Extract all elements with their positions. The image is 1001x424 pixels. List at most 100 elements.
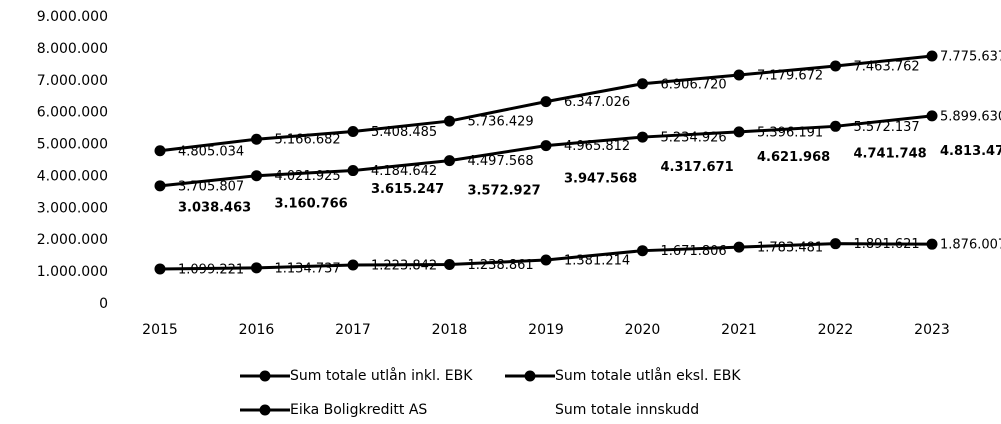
data-label: 3.160.766 (275, 197, 348, 212)
data-label: 1.671.806 (661, 244, 727, 259)
y-tick-label: 0 (99, 296, 108, 312)
data-label: 3.615.247 (371, 182, 444, 197)
y-tick-label: 8.000.000 (37, 41, 108, 57)
y-tick-label: 7.000.000 (37, 73, 108, 89)
x-tick-label: 2023 (914, 322, 950, 338)
data-point (154, 180, 166, 192)
data-point (733, 126, 745, 138)
x-tick-label: 2017 (335, 322, 371, 338)
data-point (444, 184, 455, 196)
data-point (154, 263, 166, 275)
data-point (347, 183, 359, 195)
data-point (444, 115, 455, 127)
data-label: 4.317.671 (661, 160, 734, 175)
data-point (540, 140, 552, 152)
data-point (251, 133, 262, 145)
y-tick-label: 9.000.000 (37, 9, 108, 25)
data-point (444, 258, 455, 270)
legend-label: Sum totale innskudd (555, 402, 699, 418)
data-label: 4.497.568 (468, 154, 534, 169)
data-point (637, 245, 648, 257)
data-label: 6.906.720 (661, 77, 727, 92)
data-label: 5.396.191 (757, 125, 823, 140)
x-tick-label: 2016 (239, 322, 275, 338)
legend-label: Eika Boligkreditt AS (290, 402, 427, 418)
data-label: 1.099.221 (178, 262, 244, 277)
data-point (926, 238, 938, 250)
data-point (637, 131, 648, 143)
data-point (637, 160, 648, 172)
y-tick-label: 1.000.000 (37, 264, 108, 280)
data-label: 7.775.637 (940, 50, 1001, 65)
data-point (251, 197, 262, 209)
data-point (926, 145, 938, 157)
data-label: 4.813.476 (940, 144, 1001, 159)
y-tick-label: 2.000.000 (37, 232, 108, 248)
y-tick-label: 5.000.000 (37, 137, 108, 153)
data-point (637, 78, 648, 90)
data-point (251, 170, 262, 182)
data-label: 5.234.926 (661, 131, 727, 146)
data-point (733, 69, 745, 81)
data-point (540, 96, 552, 108)
legend-marker (259, 404, 271, 416)
data-label: 5.736.429 (468, 115, 534, 130)
data-label: 3.572.927 (468, 184, 541, 199)
data-point (444, 155, 455, 167)
legend-marker (524, 404, 536, 416)
data-label: 4.184.642 (371, 164, 437, 179)
data-label: 7.179.672 (757, 69, 823, 84)
data-point (830, 120, 841, 132)
data-point (347, 126, 359, 138)
x-tick-label: 2015 (142, 322, 178, 338)
data-point (154, 201, 166, 213)
data-label: 4.741.748 (854, 146, 927, 161)
data-point (251, 262, 262, 274)
data-point (347, 165, 359, 177)
data-point (926, 50, 938, 62)
data-label: 1.381.214 (564, 253, 630, 268)
data-point (733, 241, 745, 253)
legend-label: Sum totale utlån inkl. EBK (290, 367, 473, 384)
data-point (926, 110, 938, 122)
data-label: 4.805.034 (178, 144, 244, 159)
data-label: 4.621.968 (757, 150, 830, 165)
y-tick-label: 4.000.000 (37, 168, 108, 184)
data-point (154, 145, 166, 157)
data-label: 3.947.568 (564, 172, 637, 187)
data-point (347, 259, 359, 271)
data-label: 1.238.861 (468, 258, 534, 273)
data-point (830, 147, 841, 159)
data-label: 1.134.737 (275, 261, 341, 276)
x-tick-label: 2018 (432, 322, 468, 338)
y-tick-label: 6.000.000 (37, 105, 108, 121)
x-tick-label: 2020 (625, 322, 661, 338)
legend-marker (524, 370, 536, 382)
x-tick-label: 2021 (721, 322, 757, 338)
data-label: 3.038.463 (178, 201, 251, 216)
data-label: 7.463.762 (854, 59, 920, 74)
data-label: 5.166.682 (275, 133, 341, 148)
data-label: 1.223.842 (371, 258, 437, 273)
data-label: 6.347.026 (564, 95, 630, 110)
data-point (540, 172, 552, 184)
data-label: 1.891.621 (854, 237, 920, 252)
data-label: 4.965.812 (564, 139, 630, 154)
data-label: 5.572.137 (854, 120, 920, 135)
data-point (540, 254, 552, 266)
legend-marker (259, 370, 271, 382)
y-tick-label: 3.000.000 (37, 200, 108, 216)
data-point (830, 238, 841, 250)
data-point (733, 151, 745, 163)
data-label: 5.899.630 (940, 109, 1001, 124)
data-point (830, 60, 841, 72)
x-tick-label: 2022 (818, 322, 854, 338)
legend-label: Sum totale utlån eksl. EBK (555, 367, 741, 384)
data-label: 3.705.807 (178, 179, 244, 194)
data-label: 5.408.485 (371, 125, 437, 140)
data-label: 1.783.481 (757, 241, 823, 256)
x-tick-label: 2019 (528, 322, 564, 338)
data-label: 1.876.007 (940, 238, 1001, 253)
data-label: 4.021.925 (275, 169, 341, 184)
